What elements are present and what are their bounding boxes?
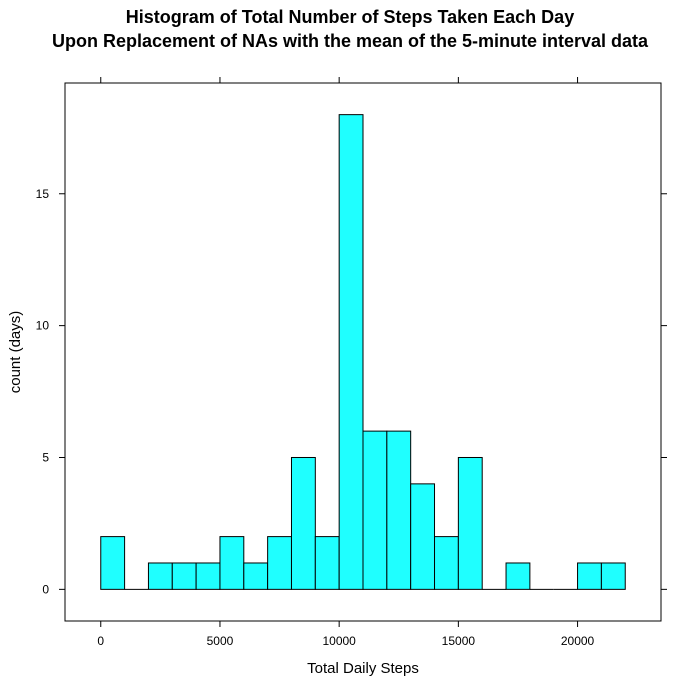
histogram-bar xyxy=(362,430,388,590)
x-tick-label: 20000 xyxy=(561,634,595,648)
histogram-bar xyxy=(410,483,436,590)
y-tick-label: 10 xyxy=(36,319,50,333)
histogram-bar xyxy=(267,536,292,590)
y-tick-label: 0 xyxy=(42,582,49,596)
histogram-bar xyxy=(505,562,531,590)
y-axis-label: count (days) xyxy=(7,311,24,394)
histogram-bar xyxy=(243,562,269,590)
histogram-bar xyxy=(577,562,602,590)
x-tick-label: 10000 xyxy=(322,634,356,648)
histogram-bar xyxy=(219,536,245,590)
histogram-bar xyxy=(100,536,126,590)
histogram-bar xyxy=(290,456,316,590)
x-axis-label: Total Daily Steps xyxy=(307,660,419,677)
x-tick-label: 5000 xyxy=(207,634,234,648)
histogram-bar xyxy=(195,562,221,590)
chart-title-line2: Upon Replacement of NAs with the mean of… xyxy=(52,31,649,51)
histogram-bar xyxy=(386,430,412,590)
y-tick-label: 5 xyxy=(42,450,49,464)
axes-group: 0 5000 10000 15000 20000 0 5 10 15 xyxy=(36,77,667,648)
chart-title-line1: Histogram of Total Number of Steps Taken… xyxy=(126,7,574,27)
x-tick-label: 15000 xyxy=(442,634,476,648)
y-tick-label: 15 xyxy=(36,187,50,201)
histogram-bar xyxy=(338,114,364,590)
histogram-bar xyxy=(171,562,197,590)
plot-frame xyxy=(64,82,662,622)
histogram-bar xyxy=(434,536,459,590)
histogram-bar xyxy=(147,562,173,590)
x-tick-label: 0 xyxy=(97,634,104,648)
histogram-bar xyxy=(600,562,626,590)
histogram-bar xyxy=(457,456,483,590)
bars-group xyxy=(100,114,626,590)
histogram-bar xyxy=(314,536,340,590)
